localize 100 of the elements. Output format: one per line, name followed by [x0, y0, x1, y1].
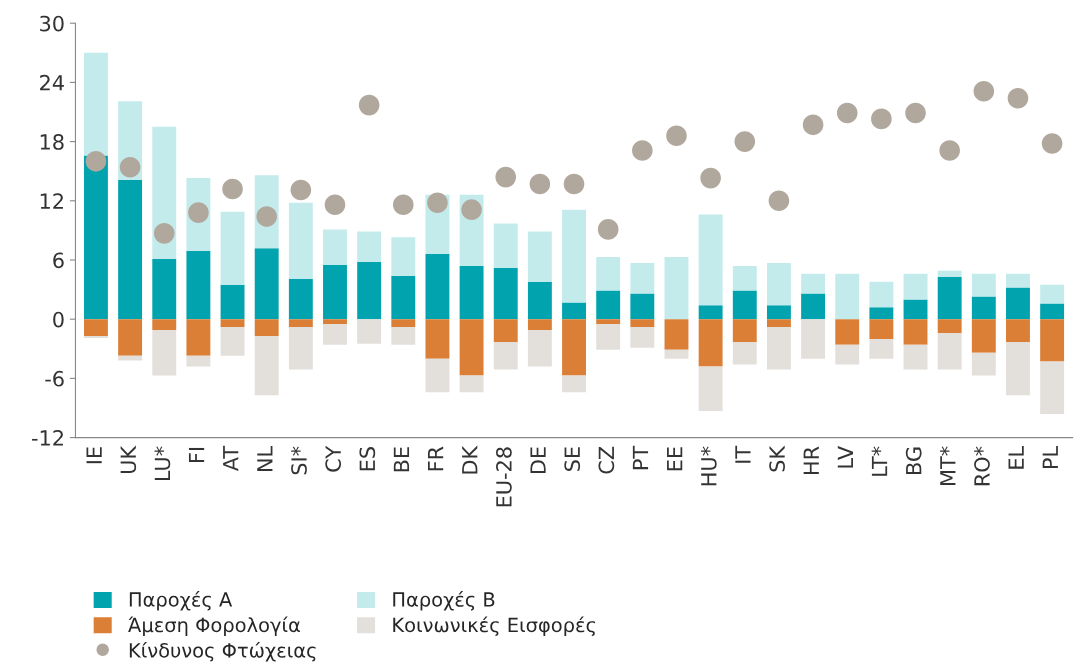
bar [288, 202, 313, 279]
x-tick-label: IE [86, 447, 102, 464]
legend-label: Παροχές B [393, 590, 495, 611]
x-tick-label: DK [462, 445, 478, 474]
y-tick-label: 0 [53, 311, 64, 328]
bar [220, 211, 245, 285]
point [461, 199, 482, 220]
y-tick-label: 18 [40, 134, 64, 150]
bar [596, 319, 621, 325]
bar [254, 248, 279, 320]
bar [698, 305, 723, 320]
point [597, 219, 619, 240]
bar [562, 319, 586, 376]
x-tick-label: MT* [939, 446, 956, 485]
bar [391, 327, 416, 345]
bar [562, 375, 586, 393]
bar [732, 319, 757, 342]
x-tick-label: RO* [974, 446, 990, 486]
bar [493, 267, 518, 320]
bar [664, 319, 689, 350]
bar [118, 319, 143, 356]
bar [630, 293, 655, 320]
x-tick-label: FR [428, 446, 444, 471]
bar [971, 296, 996, 320]
bar [971, 319, 996, 353]
x-tick-label: EE [667, 447, 683, 471]
bar [186, 251, 211, 320]
bar [835, 319, 860, 345]
x-tick-label: EL [1008, 446, 1024, 469]
bar [869, 307, 894, 320]
bar [391, 275, 416, 320]
x-tick-label: LU* [154, 446, 171, 481]
bar [971, 273, 996, 297]
bar [562, 302, 586, 320]
bar [937, 319, 962, 333]
x-tick-label: CZ [598, 446, 615, 474]
bar [903, 319, 928, 345]
y-tick-label: -12 [32, 430, 63, 446]
bar [630, 327, 655, 348]
bar [323, 324, 347, 345]
x-tick-label: HR [803, 446, 819, 475]
point [802, 114, 824, 136]
x-tick-label: DE [530, 447, 546, 474]
bar [425, 319, 450, 359]
point [222, 178, 243, 200]
x-tick-label: BG [905, 447, 922, 474]
x-tick-label: LV [837, 446, 853, 468]
bar [459, 375, 484, 393]
point [495, 166, 517, 188]
x-tick-label: PL [1042, 446, 1058, 469]
bar [220, 327, 245, 356]
bar [220, 284, 245, 320]
y-tick-label: 6 [53, 252, 64, 269]
bar [801, 273, 826, 294]
bar [903, 344, 928, 370]
bar [1006, 273, 1030, 288]
bar [1040, 284, 1065, 304]
x-tick-label: SE [564, 447, 581, 471]
bar [766, 319, 791, 328]
bar [186, 319, 211, 356]
bar [903, 299, 928, 320]
point [290, 179, 312, 201]
bar [288, 327, 313, 370]
point [871, 108, 892, 130]
bar [698, 214, 723, 306]
bar [152, 319, 177, 331]
point [358, 94, 380, 116]
bar [459, 319, 484, 376]
bar [1006, 287, 1030, 320]
point [939, 140, 960, 161]
legend-label: Κίνδυνος Φτώχειας [129, 641, 316, 662]
x-tick-label: ES [359, 447, 376, 471]
bar [937, 276, 962, 320]
legend-label: Παροχές A [129, 590, 233, 611]
bar [971, 352, 996, 376]
bar [801, 293, 826, 320]
point [973, 80, 995, 102]
bar [732, 290, 757, 320]
x-tick-label: PT [632, 445, 649, 470]
bar [527, 231, 552, 282]
bar [1006, 319, 1030, 342]
bar [357, 231, 382, 262]
bar [493, 223, 518, 268]
point [563, 173, 585, 195]
x-tick-label: IT [735, 445, 751, 463]
x-tick-label: CY [325, 445, 342, 472]
point [905, 102, 926, 124]
bar [391, 237, 416, 276]
bar [152, 330, 177, 376]
bar [596, 324, 621, 350]
bar [459, 265, 484, 320]
bar [118, 180, 143, 320]
bar [357, 319, 382, 344]
point [85, 151, 107, 172]
bar [903, 273, 928, 300]
point [1007, 87, 1029, 109]
x-tick-label: BE [393, 447, 410, 472]
bar [766, 262, 791, 306]
point [392, 194, 414, 216]
bar [118, 355, 143, 361]
